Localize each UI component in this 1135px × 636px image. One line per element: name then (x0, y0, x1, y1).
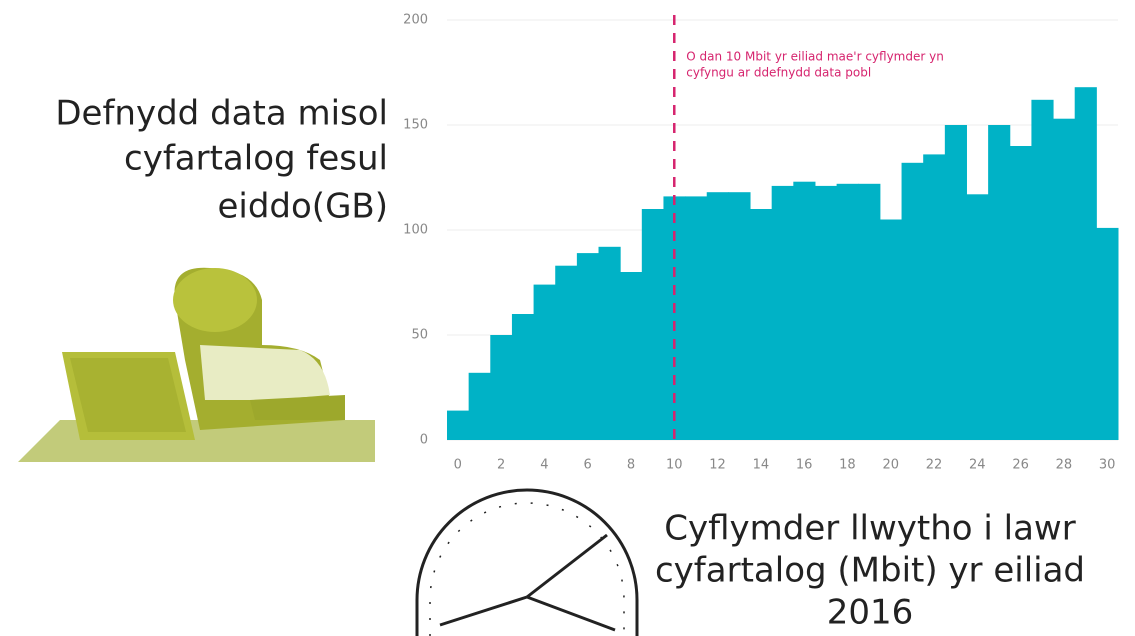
bar (945, 125, 967, 440)
y-tick-label: 50 (411, 328, 428, 343)
x-label: Cyflymder llwytho i lawr (664, 509, 1075, 549)
bar (490, 335, 512, 440)
x-tick-label: 8 (627, 458, 635, 473)
bar (555, 266, 577, 440)
annotation-text: O dan 10 Mbit yr eiliad mae'r cyflymder … (686, 50, 944, 64)
bar (923, 154, 945, 440)
y-tick-label: 0 (420, 433, 428, 448)
bar (966, 194, 988, 440)
x-tick-label: 30 (1099, 458, 1116, 473)
bar (1075, 87, 1097, 440)
y-label: Defnydd data misol (55, 94, 388, 134)
y-tick-label: 100 (403, 223, 428, 238)
x-tick-label: 20 (882, 458, 899, 473)
bar (750, 209, 772, 440)
y-tick-label: 200 (403, 13, 428, 28)
bar (1053, 119, 1075, 440)
bar (707, 192, 729, 440)
x-tick-label: 14 (753, 458, 770, 473)
bar (902, 163, 924, 440)
bar (1010, 146, 1032, 440)
bar (685, 196, 707, 440)
bar (469, 373, 491, 440)
x-tick-label: 18 (839, 458, 856, 473)
bar (599, 247, 621, 440)
chart: Defnydd data misol cyfartalog fesul eidd… (0, 0, 1135, 636)
bar (577, 253, 599, 440)
bar (534, 285, 556, 440)
bar (620, 272, 642, 440)
x-label: 2016 (827, 593, 914, 633)
bar (728, 192, 750, 440)
y-label: eiddo(GB) (217, 187, 388, 227)
x-label: cyfartalog (Mbit) yr eiliad (655, 551, 1085, 591)
x-tick-label: 26 (1012, 458, 1029, 473)
speedometer-illustration (417, 490, 637, 636)
bar (793, 182, 815, 440)
x-tick-label: 28 (1056, 458, 1073, 473)
bar (1031, 100, 1053, 440)
x-tick-label: 0 (454, 458, 462, 473)
y-tick-label: 150 (403, 118, 428, 133)
bar (858, 184, 880, 440)
x-tick-label: 10 (666, 458, 683, 473)
x-tick-label: 22 (926, 458, 943, 473)
x-tick-label: 24 (969, 458, 986, 473)
bar (772, 186, 794, 440)
bar (642, 209, 664, 440)
boy-illustration (18, 268, 375, 462)
x-tick-label: 2 (497, 458, 505, 473)
bar (837, 184, 859, 440)
bar (815, 186, 837, 440)
x-tick-label: 4 (540, 458, 548, 473)
annotation-text: cyfyngu ar ddefnydd data pobl (686, 66, 871, 80)
x-tick-label: 12 (709, 458, 726, 473)
y-label: cyfartalog fesul (124, 139, 388, 179)
bar (512, 314, 534, 440)
bar (1096, 228, 1118, 440)
bar (988, 125, 1010, 440)
x-tick-label: 16 (796, 458, 813, 473)
bar (880, 220, 902, 441)
bar (447, 411, 469, 440)
x-tick-label: 6 (584, 458, 592, 473)
